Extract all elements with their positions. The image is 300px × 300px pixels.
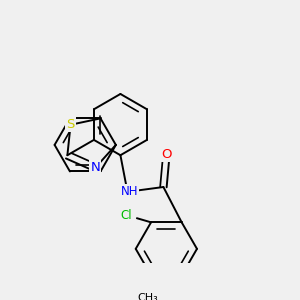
Text: NH: NH (121, 185, 138, 198)
Text: O: O (161, 148, 172, 161)
Text: S: S (66, 118, 75, 131)
Text: N: N (91, 161, 100, 174)
Text: CH₃: CH₃ (138, 293, 158, 300)
Text: Cl: Cl (121, 209, 132, 222)
